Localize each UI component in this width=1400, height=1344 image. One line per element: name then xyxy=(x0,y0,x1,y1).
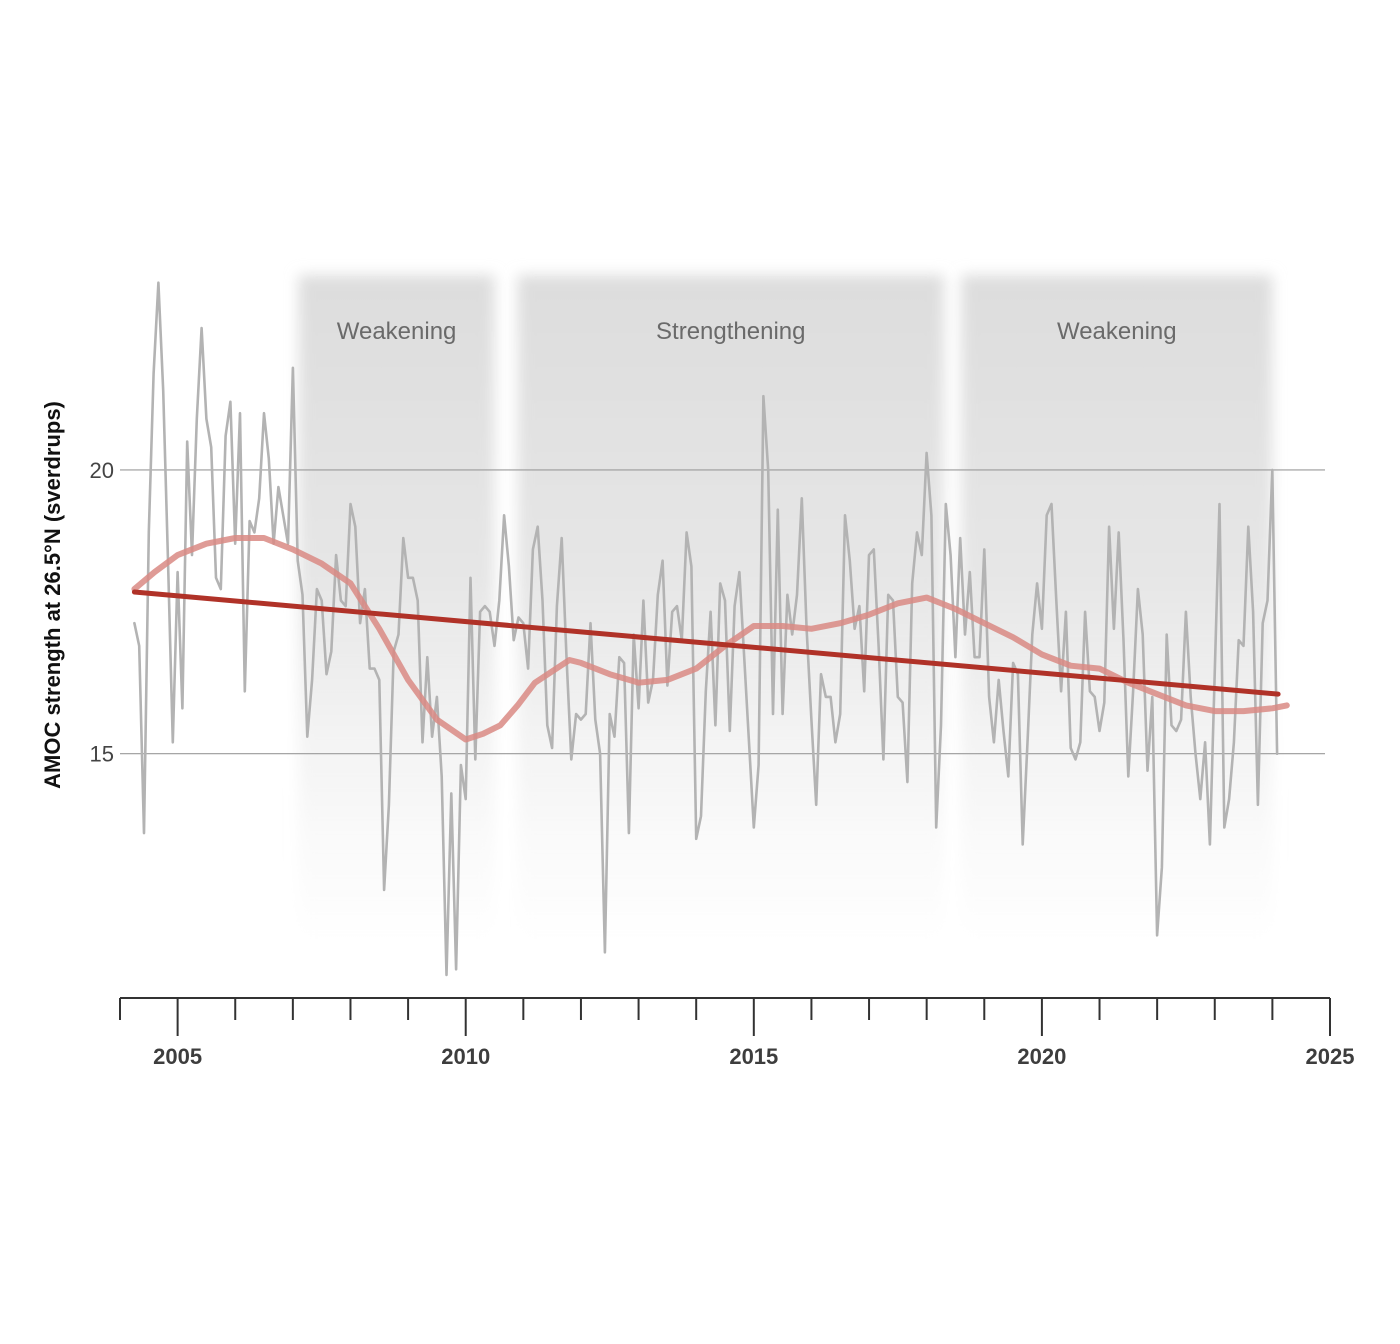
period-label-1: Strengthening xyxy=(656,318,805,345)
y-axis-label: AMOC strength at 26.5°N (sverdrups) xyxy=(40,401,65,789)
x-tick-label-2020: 2020 xyxy=(1017,1044,1066,1069)
period-band-2 xyxy=(961,275,1273,950)
x-axis: 2005 2010 2015 2020 2025 xyxy=(119,997,1355,1069)
y-tick-label-20: 20 xyxy=(90,458,114,483)
monthly-line xyxy=(133,281,1279,977)
y-tick-label-15: 15 xyxy=(90,742,114,767)
period-band-0 xyxy=(298,275,495,950)
x-tick-label-2010: 2010 xyxy=(441,1044,490,1069)
gridlines xyxy=(120,469,1325,755)
period-label-0: Weakening xyxy=(337,318,457,345)
x-tick-label-2025: 2025 xyxy=(1306,1044,1355,1069)
period-label-2: Weakening xyxy=(1057,318,1177,345)
x-tick-label-2005: 2005 xyxy=(153,1044,202,1069)
data-series xyxy=(131,281,1290,977)
trend-line xyxy=(131,589,1281,697)
x-tick-label-2015: 2015 xyxy=(729,1044,778,1069)
smoothed-line xyxy=(131,535,1290,743)
